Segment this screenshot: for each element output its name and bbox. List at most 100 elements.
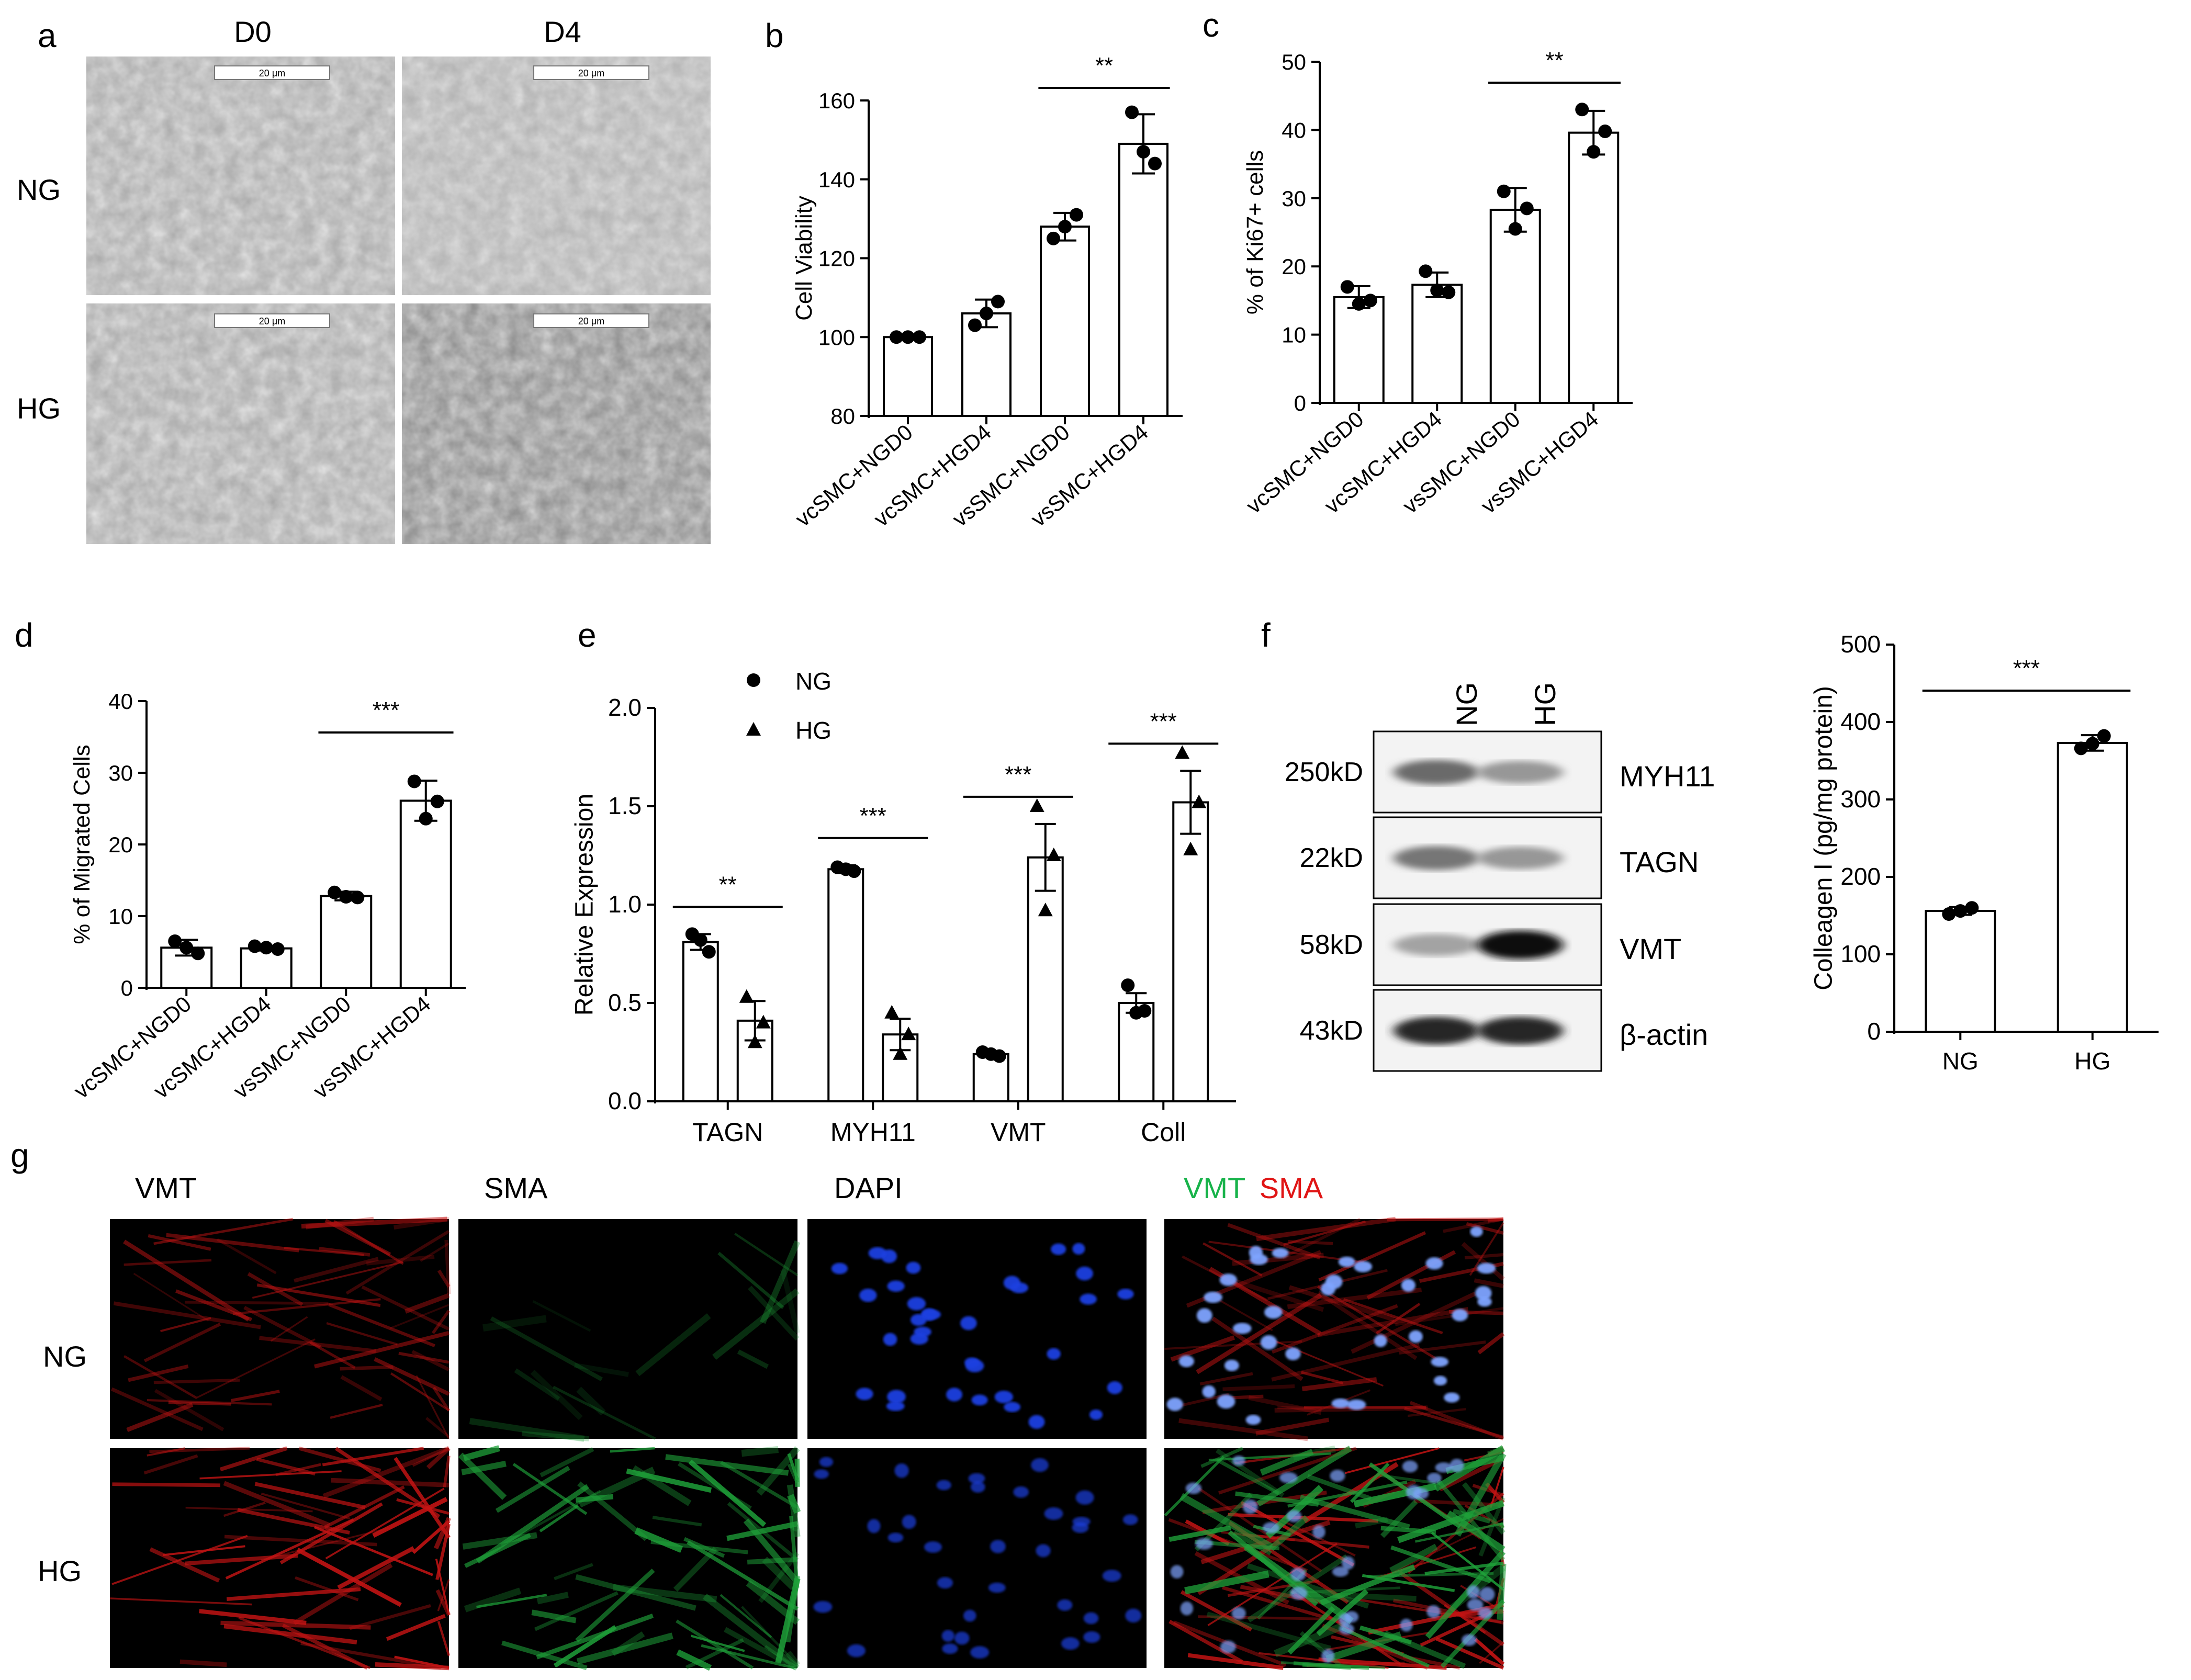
if-merge-label-vmt: VMT: [1184, 1171, 1245, 1204]
bar: [1027, 856, 1064, 1102]
if-fiber-green: [741, 1606, 799, 1666]
panel-letter-e: e: [578, 616, 597, 654]
if-nucleus: [813, 1600, 833, 1613]
if-nucleus: [1426, 1605, 1441, 1618]
data-point: [248, 939, 262, 953]
data-point: [168, 934, 182, 948]
if-fiber-red: [219, 1446, 288, 1472]
if-fiber-green: [737, 1349, 769, 1369]
if-fiber-red: [1274, 1405, 1428, 1413]
if-fiber-red: [168, 1401, 232, 1406]
if-fiber-green: [575, 1574, 696, 1611]
significance-label: **: [719, 872, 737, 897]
if-fiber-red: [143, 1323, 221, 1362]
if-fiber-green: [1232, 1530, 1272, 1555]
data-point: [980, 307, 993, 321]
if-fiber-green: [578, 1467, 656, 1508]
y-tick-label: 140: [818, 167, 855, 192]
y-tick-label: 120: [818, 246, 855, 271]
if-fiber-red: [1178, 1418, 1308, 1441]
micrograph-hg-d0: 20 μm: [86, 303, 395, 544]
if-nucleus: [1342, 1556, 1355, 1570]
data-point: [1953, 904, 1968, 918]
if-nucleus: [1180, 1601, 1194, 1616]
if-col-label: SMA: [484, 1171, 548, 1204]
if-fiber-green: [701, 1644, 795, 1670]
if-nucleus: [856, 1388, 873, 1400]
if-fiber-green: [690, 1634, 745, 1652]
if-fiber-green: [734, 1233, 799, 1277]
if-fiber-red: [1222, 1384, 1295, 1391]
if-fiber-red: [1407, 1408, 1466, 1417]
if-fiber-red: [220, 1620, 371, 1630]
if-nucleus: [1220, 1640, 1236, 1654]
if-fiber-green: [712, 1288, 800, 1360]
data-point: [1575, 103, 1589, 117]
if-nucleus: [1462, 1634, 1477, 1646]
if-fiber-green: [1499, 1522, 1505, 1529]
if-fiber-red: [1242, 1533, 1369, 1549]
blot-lane-label: HG: [1529, 682, 1561, 726]
if-fiber-green: [476, 1594, 547, 1608]
if-nucleus: [990, 1540, 1006, 1553]
bar: [1489, 208, 1541, 404]
if-nucleus: [970, 1481, 985, 1493]
western-blot: NG HG 250kD MYH11 22kD TAGN 58kD VMT 43kD β-act…: [1285, 682, 1715, 1072]
if-fiber-red: [1477, 1332, 1505, 1355]
if-nucleus: [1479, 1587, 1495, 1602]
bar: [1925, 910, 1996, 1033]
if-fiber-green: [760, 1240, 801, 1324]
if-nucleus: [1243, 1499, 1258, 1514]
blot-band: [1394, 1017, 1479, 1045]
if-fiber-red: [425, 1417, 450, 1438]
y-tick-label: 300: [1840, 785, 1881, 813]
if-fiber-green: [490, 1316, 603, 1381]
if-fiber-red: [1443, 1217, 1504, 1233]
if-fiber-red: [1232, 1253, 1324, 1266]
if-fiber-red: [1435, 1637, 1504, 1670]
data-point: [913, 330, 926, 344]
if-fiber-red: [1287, 1287, 1422, 1310]
if-nucleus: [1354, 1261, 1373, 1272]
y-tick-label: 0: [1294, 391, 1306, 415]
if-nucleus: [936, 1480, 951, 1491]
if-nucleus: [1107, 1381, 1122, 1394]
if-fiber-green: [665, 1454, 789, 1476]
y-tick-label: 10: [1282, 323, 1306, 347]
if-nucleus: [1102, 1570, 1121, 1582]
if-nucleus: [1475, 1286, 1492, 1301]
if-fiber-green: [1243, 1543, 1354, 1625]
if-fiber-red: [386, 1614, 446, 1641]
if-fiber-green: [688, 1459, 767, 1527]
if-fiber-red: [148, 1234, 211, 1251]
if-nucleus: [942, 1643, 958, 1654]
if-fiber-red: [1288, 1285, 1395, 1322]
if-fiber-red: [153, 1217, 294, 1245]
y-tick-label: 1.5: [608, 792, 642, 819]
if-fiber-red: [143, 1454, 198, 1475]
panel-a-col-label: D0: [234, 15, 272, 48]
if-fiber-red: [389, 1304, 450, 1329]
if-fiber-green: [482, 1315, 547, 1332]
if-image-bg: [807, 1219, 1147, 1439]
blot-kd-label: 22kD: [1300, 843, 1363, 873]
if-image-bg: [110, 1219, 449, 1439]
if-fiber-green: [1168, 1525, 1231, 1542]
if-nucleus: [1444, 1392, 1460, 1403]
if-fiber-green: [540, 1447, 594, 1478]
if-fiber-red: [300, 1641, 442, 1670]
if-fiber-red: [185, 1506, 313, 1513]
if-fiber-red: [328, 1303, 435, 1348]
chart-f: 0 100 200 300 400 500 Colleagen I (pg/mg prote…: [1810, 630, 2159, 1075]
if-nucleus: [1219, 1273, 1237, 1286]
if-nucleus: [894, 1463, 909, 1478]
data-point: [1125, 105, 1139, 119]
data-point-hg: [756, 1014, 771, 1029]
if-fiber-red: [1240, 1501, 1355, 1567]
if-fiber-green: [748, 1286, 800, 1341]
y-tick-label: 20: [108, 832, 133, 857]
if-fiber-green: [683, 1537, 725, 1558]
if-nucleus: [1285, 1347, 1301, 1360]
if-fiber-green: [1424, 1561, 1504, 1575]
data-point-hg: [901, 1027, 916, 1041]
